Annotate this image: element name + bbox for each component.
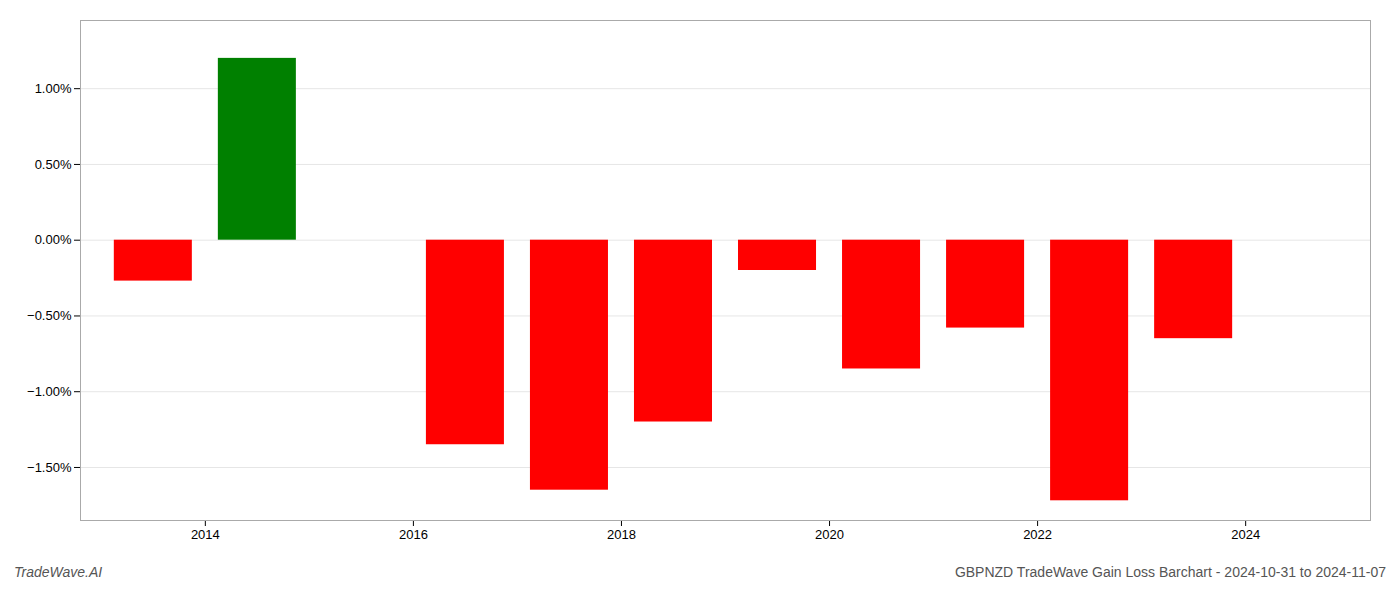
svg-text:2014: 2014 xyxy=(191,527,220,542)
html-text:GBPNZD TradeWave Gain Loss Bar: GBPNZD TradeWave Gain Loss Barchart - 20… xyxy=(954,564,1386,580)
svg-text:1.00%: 1.00% xyxy=(35,81,72,96)
svg-text:−0.50%: −0.50% xyxy=(27,308,72,323)
svg-text:−1.50%: −1.50% xyxy=(27,460,72,475)
svg-text:2022: 2022 xyxy=(1023,527,1052,542)
svg-text:2018: 2018 xyxy=(607,527,636,542)
html-text:TradeWave.AI: TradeWave.AI xyxy=(14,564,103,580)
svg-text:−1.00%: −1.00% xyxy=(27,384,72,399)
svg-text:2020: 2020 xyxy=(815,527,844,542)
svg-text:2024: 2024 xyxy=(1231,527,1260,542)
svg-text:0.50%: 0.50% xyxy=(35,157,72,172)
svg-text:2016: 2016 xyxy=(399,527,428,542)
svg-text:0.00%: 0.00% xyxy=(35,232,72,247)
